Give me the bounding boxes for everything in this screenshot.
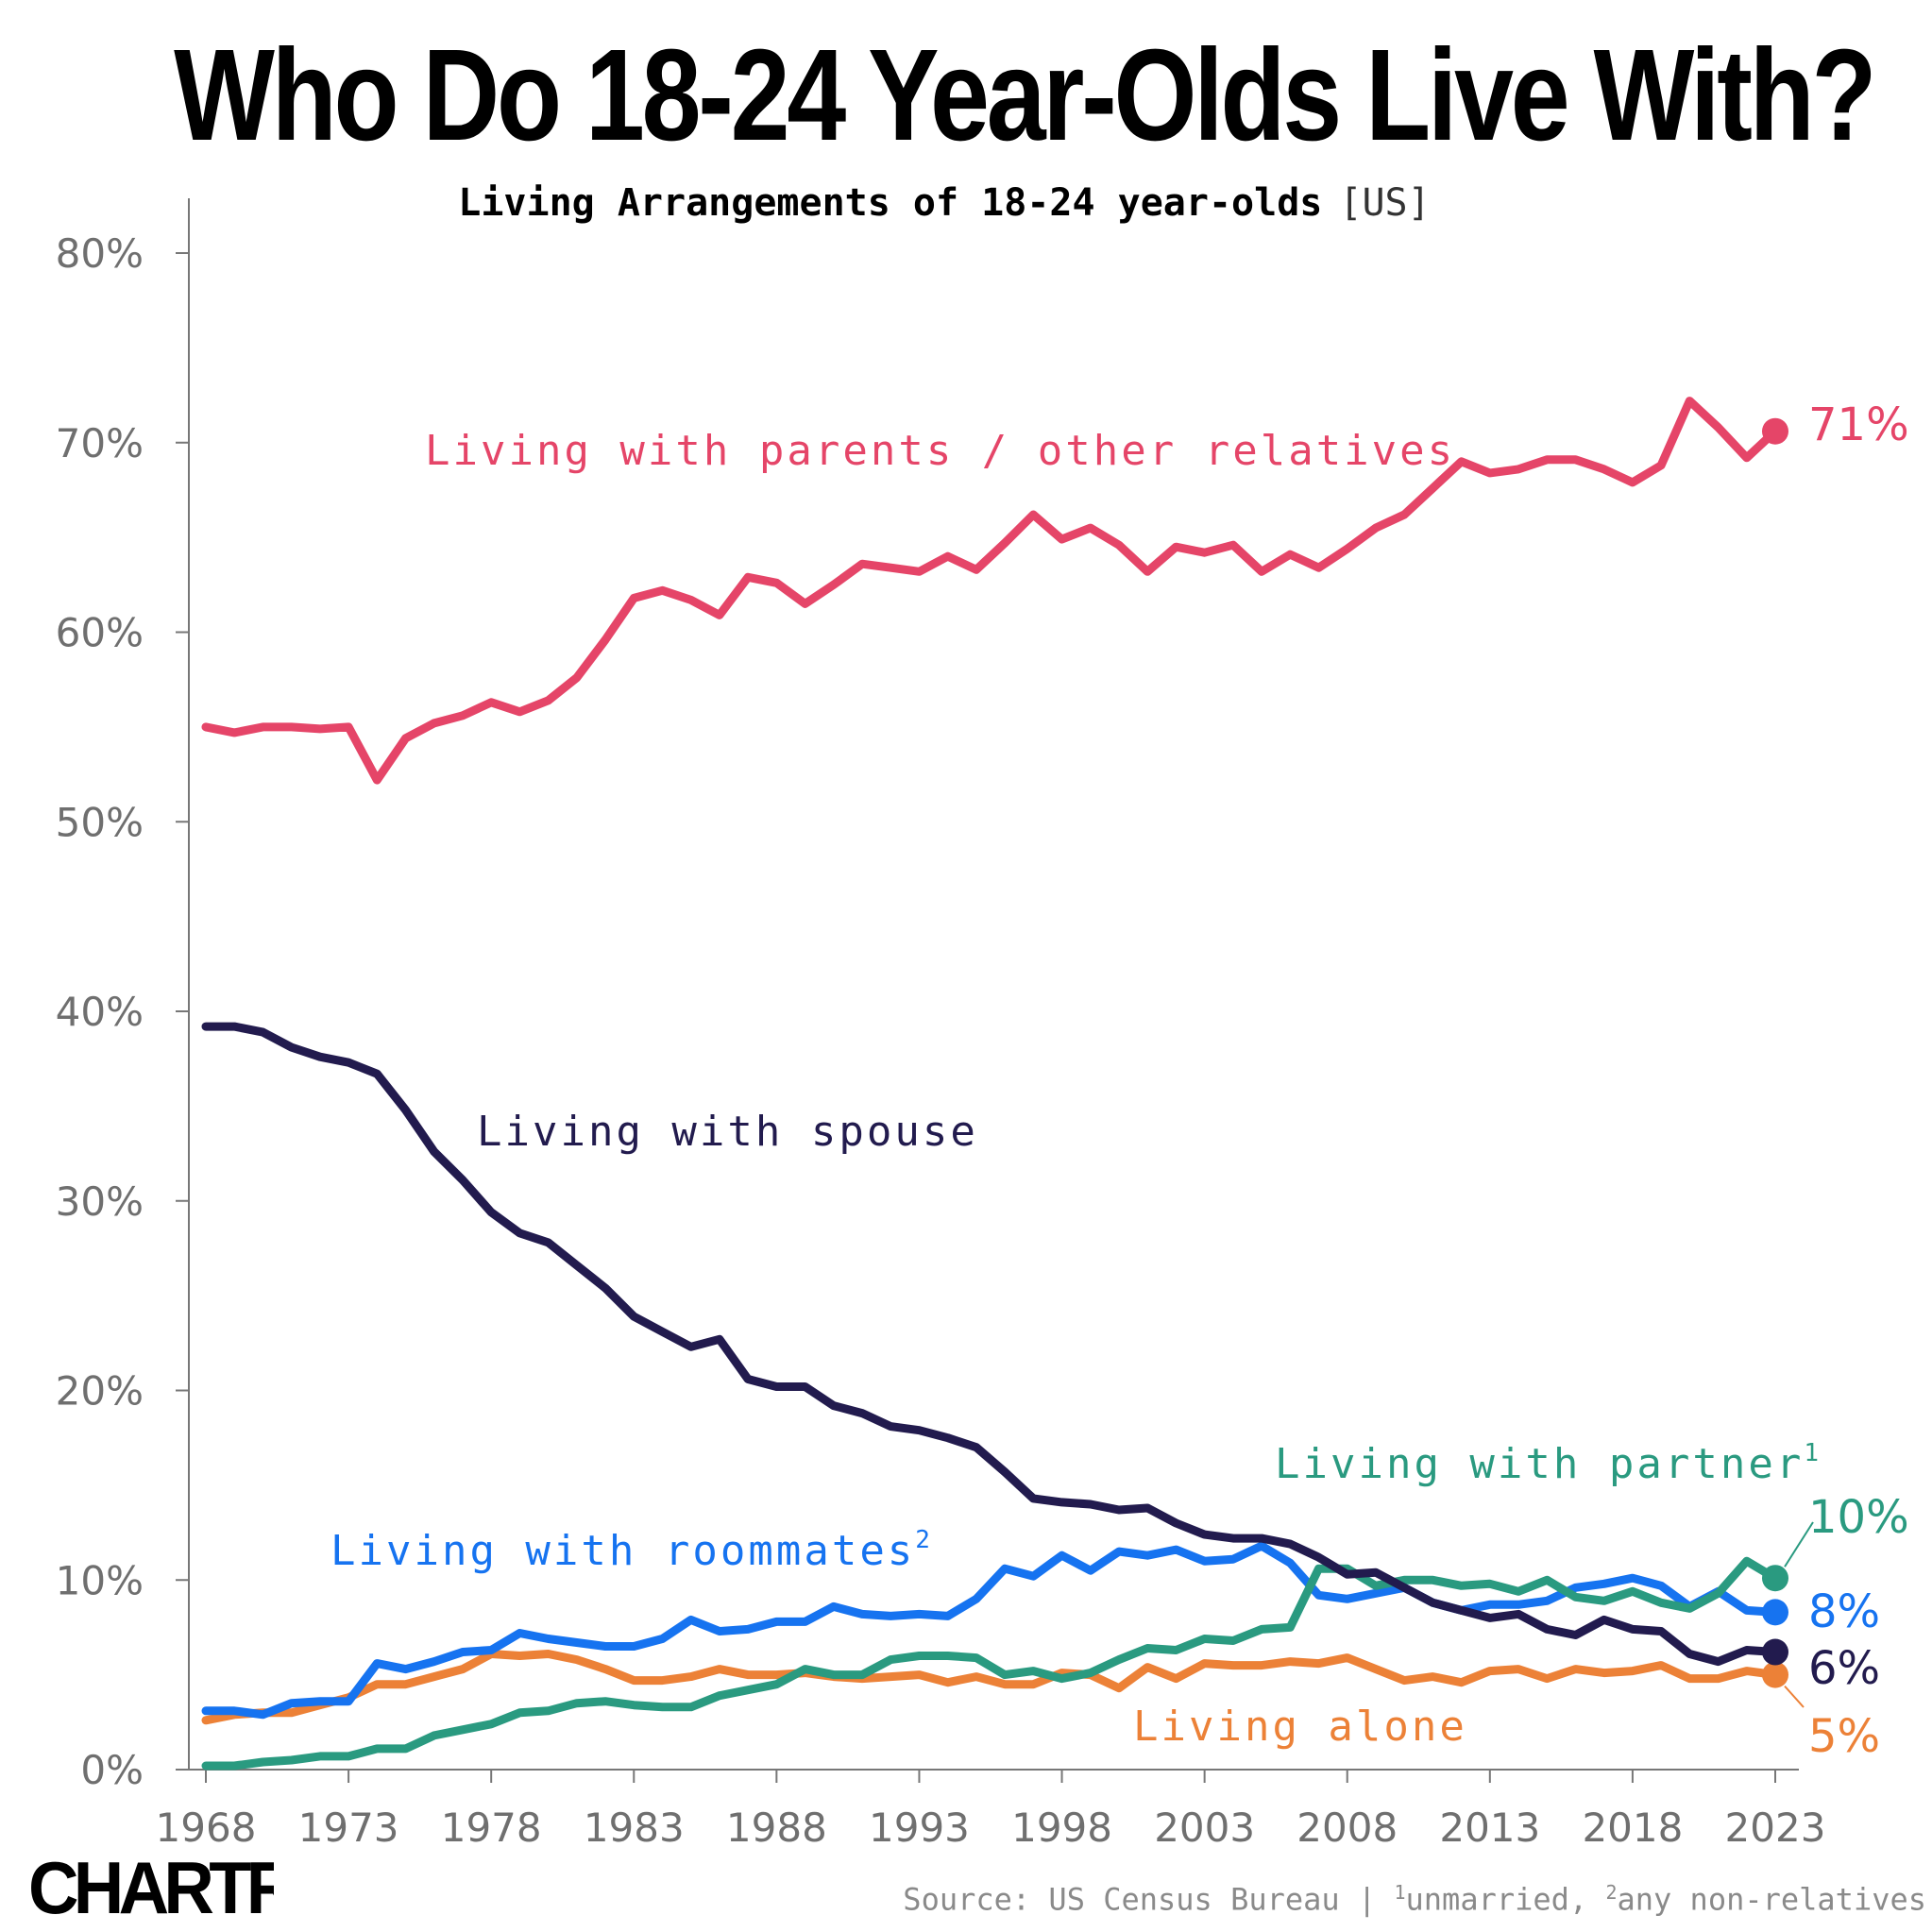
x-tick-label: 2013: [1439, 1805, 1540, 1851]
y-tick-label: 60%: [56, 610, 144, 656]
end-dot-alone: [1762, 1661, 1788, 1688]
series-label-sup: 1: [1804, 1439, 1822, 1467]
x-tick-label: 1983: [584, 1805, 685, 1851]
x-tick-label: 2008: [1296, 1805, 1398, 1851]
series-label-text: Living with partner: [1275, 1440, 1804, 1488]
x-tick-label: 1998: [1011, 1805, 1112, 1851]
end-value-label-partner: 10%: [1808, 1491, 1909, 1544]
subtitle-main: Living Arrangements of 18-24 year-olds: [458, 181, 1322, 225]
note2-mark: 2: [1605, 1881, 1618, 1904]
series-line-parents: [201, 397, 1780, 785]
source-note: Source: US Census Bureau | 1unmarried, 2…: [903, 1881, 1926, 1918]
x-tick-label: 1973: [298, 1805, 399, 1851]
end-value-label-parents: 71%: [1808, 398, 1909, 451]
leader-line-partner: [1784, 1521, 1814, 1568]
x-tick-label: 2018: [1582, 1805, 1683, 1851]
end-dot-parents: [1762, 417, 1788, 445]
x-tick-label: 1978: [441, 1805, 542, 1851]
series-label-text: Living with roommates: [330, 1527, 915, 1575]
end-dot-roommates: [1762, 1599, 1788, 1626]
leader-line-alone: [1784, 1685, 1805, 1708]
note1-mark: 1: [1394, 1881, 1406, 1904]
end-dot-partner: [1762, 1565, 1788, 1592]
series-label-alone: Living alone: [1133, 1703, 1467, 1751]
y-tick-label: 20%: [56, 1368, 144, 1415]
y-tick-label: 80%: [56, 230, 144, 277]
page-title: Who Do 18-24 Year-Olds Live With?: [174, 23, 1876, 168]
chart-subtitle: Living Arrangements of 18-24 year-olds [U…: [458, 181, 1430, 225]
end-dot-spouse: [1762, 1638, 1788, 1666]
subtitle-region: [US]: [1339, 181, 1430, 225]
series-label-sup: 2: [915, 1526, 933, 1554]
series-line-alone: [201, 1650, 1780, 1725]
series-line-partner: [201, 1556, 1780, 1771]
y-tick-label: 0%: [80, 1747, 144, 1793]
series-line-roommates: [201, 1541, 1780, 1720]
source-text: Source: US Census Bureau |: [903, 1881, 1395, 1918]
note1-text: unmarried,: [1405, 1881, 1606, 1918]
series-label-text: Living with parents / other relatives: [425, 427, 1455, 475]
y-tick-label: 70%: [56, 420, 144, 466]
end-value-label-roommates: 8%: [1808, 1585, 1880, 1638]
series-label-roommates: Living with roommates2: [330, 1526, 933, 1575]
x-tick-label: 2023: [1725, 1805, 1826, 1851]
series-label-text: Living alone: [1133, 1703, 1467, 1751]
note2-text: any non-relatives: [1617, 1881, 1926, 1918]
x-tick-label: 1993: [869, 1805, 970, 1851]
x-tick-label: 2003: [1154, 1805, 1255, 1851]
x-tick-label: 1968: [156, 1805, 257, 1851]
series-line-spouse: [201, 1022, 1780, 1667]
x-tick-label: 1988: [726, 1805, 827, 1851]
chartr-logo-text: CHARTR: [28, 1849, 274, 1924]
chartr-logo: CHARTR: [28, 1849, 274, 1924]
chart-axes: 0% 10% 20% 30% 40% 50% 60% 70% 80% 1968 1973 1978 19…: [56, 198, 1826, 1851]
series-label-text: Living with spouse: [477, 1108, 978, 1156]
series-lines: [201, 397, 1788, 1771]
y-tick-label: 30%: [56, 1178, 144, 1225]
y-tick-label: 50%: [56, 799, 144, 845]
series-label-parents: Living with parents / other relatives: [425, 427, 1455, 475]
series-label-spouse: Living with spouse: [477, 1108, 978, 1156]
series-label-partner: Living with partner1: [1275, 1439, 1822, 1488]
y-tick-label: 40%: [56, 989, 144, 1035]
end-value-label-spouse: 6%: [1808, 1642, 1880, 1695]
end-value-label-alone: 5%: [1808, 1710, 1880, 1763]
y-tick-label: 10%: [56, 1557, 144, 1603]
